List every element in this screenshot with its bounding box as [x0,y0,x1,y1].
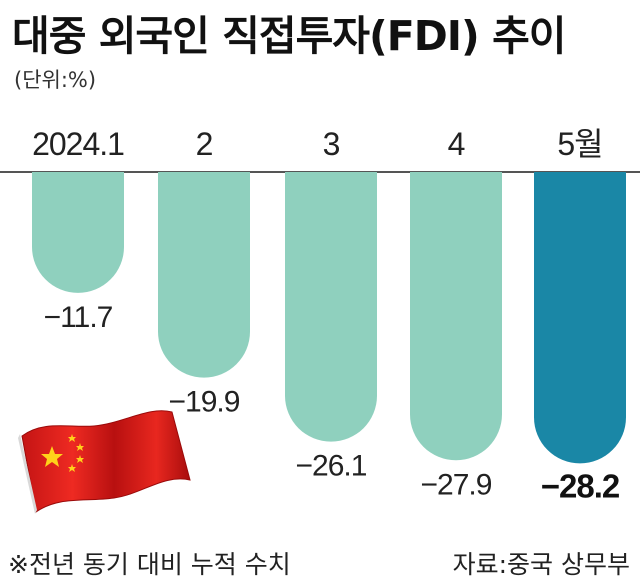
x-tick-label: 3 [323,126,340,162]
x-tick-label: 2024.1 [32,126,124,162]
bar-highlight [534,172,626,464]
x-tick-label: 5월 [557,126,602,162]
data-label: −26.1 [296,450,367,483]
x-tick-label: 2 [196,126,213,162]
x-tick-label: 4 [448,126,465,162]
bar [158,172,250,378]
unit-label: (단위:%) [14,68,97,92]
source-label: 자료:중국 상무부 [452,550,630,579]
chart-title: 대중 외국인 직접투자(FDI) 추이 [12,12,567,60]
bar [32,172,124,293]
data-label: −19.9 [169,386,240,419]
bar [410,172,502,461]
china-flag-icon [14,398,199,527]
data-label: −11.7 [44,301,113,334]
data-label: −27.9 [421,468,492,501]
bar [285,172,377,442]
data-label: −28.2 [541,467,620,504]
footnote: ※전년 동기 대비 누적 수치 [8,550,291,579]
